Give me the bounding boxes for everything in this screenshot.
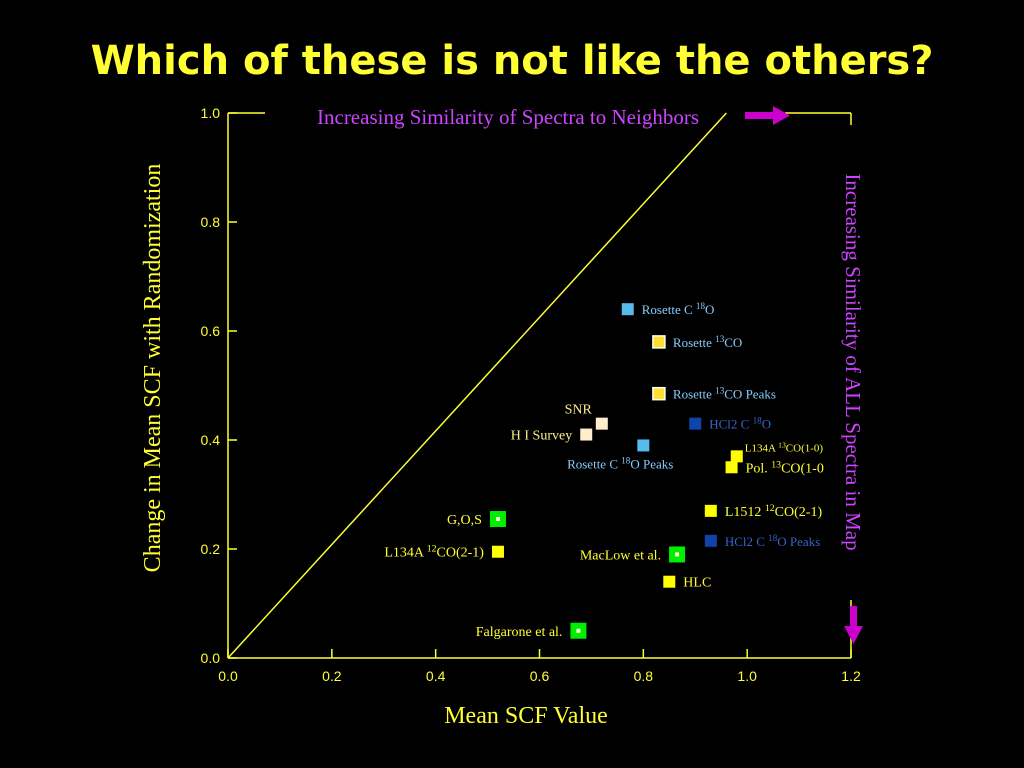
- data-point-marker-center: [495, 517, 500, 522]
- x-tick-label: 0.2: [322, 668, 342, 684]
- data-point-label: G,O,S: [447, 513, 482, 528]
- data-point-marker: [652, 386, 666, 401]
- chart-ticks: 0.0 0.2 0.4 0.6 0.8 1.0 1.2 0.0 0.2 0.4 0.6 0.8 1.0: [201, 105, 861, 684]
- data-point-marker: [621, 303, 634, 316]
- data-point-label: Falgarone et al.: [476, 625, 563, 640]
- data-point-label: L134A 13CO(1-0): [745, 440, 824, 455]
- data-point: Rosette 13CO Peaks: [652, 386, 776, 402]
- x-tick-label: 0.6: [530, 668, 550, 684]
- data-point-marker-center: [675, 552, 680, 557]
- data-point: H I Survey: [511, 428, 593, 444]
- data-point-marker: [704, 504, 717, 517]
- x-tick-label: 0.0: [218, 668, 238, 684]
- data-point-label: L1512 12CO(2-1): [725, 502, 823, 520]
- slide-title: Which of these is not like the others?: [90, 38, 934, 84]
- y-tick-label: 0.2: [201, 541, 221, 557]
- data-point: L134A 13CO(1-0): [730, 440, 824, 463]
- data-point-marker: [491, 545, 504, 558]
- data-point: Pol. 13CO(1-0: [725, 459, 824, 477]
- y-tick-label: 0.4: [201, 432, 221, 448]
- chart-axes: [227, 112, 852, 659]
- data-point: SNR: [565, 403, 608, 430]
- data-point: Rosette 13CO: [652, 334, 742, 350]
- data-point: L134A 12CO(2-1): [384, 543, 504, 561]
- data-point-label: HLC: [683, 576, 711, 591]
- data-point-label: Rosette C 18O: [642, 301, 715, 317]
- x-tick-label: 0.4: [426, 668, 446, 684]
- data-point-label: Pol. 13CO(1-0: [746, 459, 824, 477]
- data-point: MacLow et al.: [580, 546, 686, 563]
- data-point-marker: [652, 335, 666, 349]
- data-point-label: SNR: [565, 403, 593, 418]
- x-tick-label: 1.2: [841, 668, 861, 684]
- reference-diagonal-line: [227, 112, 727, 659]
- data-point-marker: [689, 417, 702, 430]
- chart-points: Rosette C 18O Rosette 13CO Rosette 13CO Pe…: [384, 301, 824, 640]
- x-axis-label: Mean SCF Value: [444, 703, 608, 729]
- data-point: HCl2 C 18O: [689, 416, 771, 432]
- y-axis-label: Change in Mean SCF with Randomization: [140, 164, 166, 573]
- data-point: L1512 12CO(2-1): [704, 502, 823, 520]
- x-tick-label: 0.8: [634, 668, 654, 684]
- top-annotation-text: Increasing Similarity of Spectra to Neig…: [317, 105, 699, 129]
- down-arrow-icon: [844, 606, 863, 644]
- y-tick-label: 0.0: [201, 650, 221, 666]
- data-point-marker: [725, 461, 738, 474]
- data-point-label: Rosette 13CO: [673, 334, 742, 350]
- data-point-label: L134A 12CO(2-1): [384, 543, 484, 561]
- data-point-marker: [730, 450, 743, 463]
- data-point-marker: [663, 575, 676, 588]
- data-point-label: HCl2 C 18O Peaks: [725, 533, 820, 549]
- data-point: HLC: [663, 575, 711, 591]
- data-point: Rosette C 18O Peaks: [567, 439, 673, 471]
- data-point-marker: [580, 428, 593, 441]
- data-point-label: HCl2 C 18O: [709, 416, 771, 432]
- data-point: Falgarone et al.: [476, 622, 587, 640]
- data-point-marker: [637, 439, 650, 452]
- data-point: HCl2 C 18O Peaks: [704, 533, 820, 549]
- data-point-label: Rosette 13CO Peaks: [673, 386, 776, 402]
- data-point-label: Rosette C 18O Peaks: [567, 455, 673, 471]
- x-tick-label: 1.0: [737, 668, 757, 684]
- y-tick-label: 0.8: [201, 214, 221, 230]
- data-point: G,O,S: [447, 511, 506, 528]
- data-point-marker: [595, 417, 608, 430]
- data-point-marker: [704, 534, 717, 547]
- right-annotation-text: Increasing Similarity of ALL Spectra in …: [841, 173, 865, 550]
- data-point-marker-center: [576, 628, 581, 633]
- y-tick-label: 1.0: [201, 105, 221, 121]
- right-arrow-icon: [745, 106, 790, 125]
- data-point-label: MacLow et al.: [580, 548, 661, 563]
- data-point-label: H I Survey: [511, 429, 572, 444]
- data-point: Rosette C 18O: [621, 301, 715, 317]
- y-tick-label: 0.6: [201, 323, 221, 339]
